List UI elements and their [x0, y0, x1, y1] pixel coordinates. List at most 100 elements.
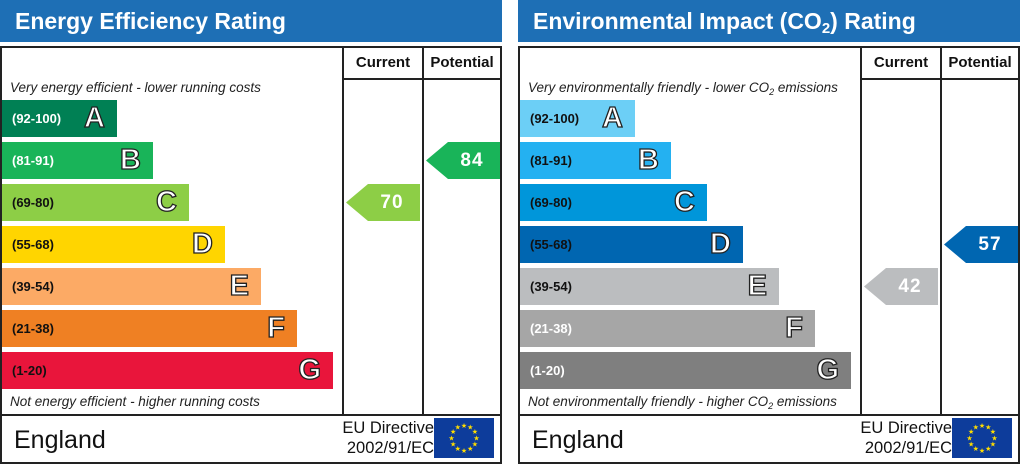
current-rating-value: 42 — [898, 276, 922, 297]
potential-rating-arrow: 57 — [944, 226, 1018, 263]
top-note-text: Very environmentally friendly - lower CO — [528, 80, 770, 95]
country-label: England — [532, 426, 624, 454]
column-divider — [342, 48, 344, 416]
rating-band-e: (39-54) E — [520, 268, 779, 305]
directive-line-1: EU Directive — [342, 419, 434, 437]
current-rating-arrow: 42 — [864, 268, 938, 305]
eu-star-icon: ★ — [966, 434, 972, 442]
eu-star-icon: ★ — [979, 422, 985, 430]
energy-efficiency-panel: Energy Efficiency Rating Current Potenti… — [0, 0, 502, 464]
current-column-header: Current — [355, 54, 411, 71]
band-letter: C — [673, 185, 695, 218]
band-letter: B — [119, 143, 141, 176]
band-letter: F — [267, 311, 286, 344]
rating-band-f: (21-38) F — [2, 310, 297, 347]
rating-band-a: (92-100) A — [520, 100, 635, 137]
title-subscript: 2 — [821, 20, 831, 37]
bottom-note-subscript: 2 — [768, 401, 774, 411]
environment-rating-table: Current Potential Very environmentally f… — [518, 46, 1020, 464]
band-range-label: (39-54) — [12, 279, 54, 294]
bottom-note-text-end: emissions — [773, 394, 837, 409]
rating-band-c: (69-80) C — [520, 184, 707, 221]
current-rating-arrow: 70 — [346, 184, 420, 221]
band-range-label: (1-20) — [12, 363, 47, 378]
band-range-label: (69-80) — [530, 195, 572, 210]
band-letter: E — [747, 269, 768, 302]
eu-directive-label: EU Directive 2002/91/EC — [324, 418, 434, 458]
energy-panel-title: Energy Efficiency Rating — [0, 0, 502, 42]
current-column-header: Current — [873, 54, 929, 71]
environment-panel-title: Environmental Impact (CO2) Rating — [518, 0, 1020, 42]
band-letter: G — [816, 353, 840, 386]
eu-star-icon: ★ — [990, 428, 996, 436]
band-range-label: (39-54) — [530, 279, 572, 294]
band-range-label: (69-80) — [12, 195, 54, 210]
top-note-subscript: 2 — [769, 87, 775, 97]
band-range-label: (92-100) — [530, 111, 580, 126]
band-range-label: (55-68) — [12, 237, 54, 252]
eu-star-icon: ★ — [979, 447, 985, 455]
eu-star-icon: ★ — [968, 441, 974, 449]
energy-rating-table: Current Potential Very energy efficient … — [0, 46, 502, 464]
band-letter: D — [709, 227, 731, 260]
bottom-note: Not environmentally friendly - higher CO… — [528, 394, 837, 411]
eu-star-icon: ★ — [467, 445, 473, 453]
band-letter: D — [191, 227, 213, 260]
rating-band-c: (69-80) C — [2, 184, 189, 221]
eu-star-icon: ★ — [473, 434, 479, 442]
eu-star-icon: ★ — [985, 423, 991, 431]
column-divider — [940, 48, 942, 416]
band-range-label: (81-91) — [530, 153, 572, 168]
column-divider — [422, 48, 424, 416]
band-letter: F — [785, 311, 804, 344]
band-letter: E — [229, 269, 250, 302]
current-rating-value: 70 — [380, 192, 404, 213]
directive-line-2: 2002/91/EC — [346, 439, 434, 457]
rating-band-b: (81-91) B — [2, 142, 153, 179]
band-letter: C — [155, 185, 177, 218]
band-range-label: (92-100) — [12, 111, 62, 126]
potential-column-header: Potential — [430, 54, 494, 71]
rating-band-f: (21-38) F — [520, 310, 815, 347]
eu-directive-label: EU Directive 2002/91/EC — [842, 418, 952, 458]
eu-star-icon: ★ — [455, 423, 461, 431]
title-text: Environmental Impact (CO — [533, 8, 822, 34]
bottom-note-text: Not environmentally friendly - higher CO — [528, 394, 769, 409]
country-label: England — [14, 426, 106, 454]
top-note: Very environmentally friendly - lower CO… — [528, 80, 838, 97]
rating-band-g: (1-20) G — [2, 352, 333, 389]
band-range-label: (1-20) — [530, 363, 565, 378]
eu-flag-icon: ★ ★ ★ ★ ★ ★ ★ ★ ★ ★ ★ ★ — [434, 418, 494, 458]
potential-column-header: Potential — [948, 54, 1012, 71]
eu-star-icon: ★ — [985, 445, 991, 453]
potential-rating-value: 84 — [460, 150, 484, 171]
eu-star-icon: ★ — [450, 428, 456, 436]
environmental-impact-panel: Environmental Impact (CO2) Rating Curren… — [518, 0, 1020, 464]
band-letter: A — [601, 101, 623, 134]
rating-band-a: (92-100) A — [2, 100, 117, 137]
eu-star-icon: ★ — [968, 428, 974, 436]
eu-star-icon: ★ — [455, 445, 461, 453]
eu-star-icon: ★ — [461, 447, 467, 455]
eu-star-icon: ★ — [472, 441, 478, 449]
band-letter: B — [637, 143, 659, 176]
top-note: Very energy efficient - lower running co… — [10, 80, 261, 95]
eu-star-icon: ★ — [472, 428, 478, 436]
eu-star-icon: ★ — [973, 445, 979, 453]
top-note-text-end: emissions — [774, 80, 838, 95]
rating-band-g: (1-20) G — [520, 352, 851, 389]
band-letter: A — [83, 101, 105, 134]
directive-line-1: EU Directive — [860, 419, 952, 437]
band-range-label: (81-91) — [12, 153, 54, 168]
footer-divider — [2, 414, 500, 416]
band-range-label: (21-38) — [530, 321, 572, 336]
eu-star-icon: ★ — [448, 434, 454, 442]
header-divider — [860, 78, 1018, 80]
eu-star-icon: ★ — [991, 434, 997, 442]
band-letter: G — [298, 353, 322, 386]
band-range-label: (21-38) — [12, 321, 54, 336]
eu-star-icon: ★ — [450, 441, 456, 449]
rating-band-b: (81-91) B — [520, 142, 671, 179]
eu-star-icon: ★ — [461, 422, 467, 430]
header-divider — [342, 78, 500, 80]
